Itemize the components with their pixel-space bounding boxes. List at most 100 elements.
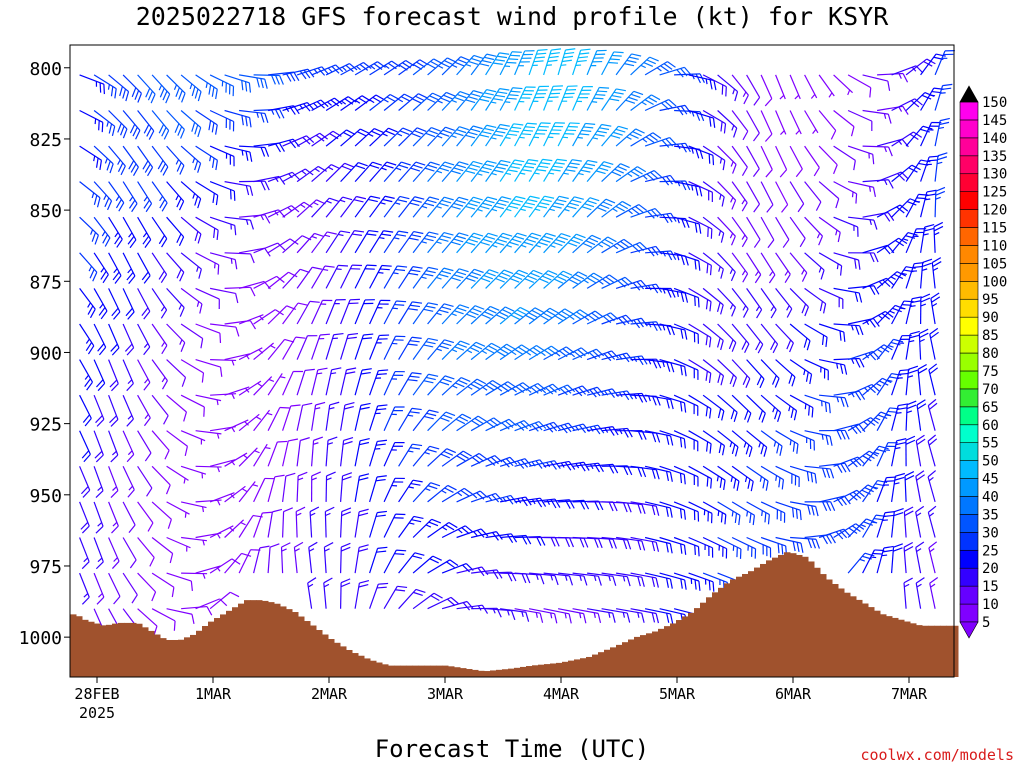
colorbar-segment: [959, 352, 979, 372]
terrain-column: [112, 623, 119, 677]
terrain-column: [778, 554, 785, 677]
wind-barb: [543, 195, 569, 218]
wind-barb: [166, 110, 185, 139]
wind-barb: [674, 145, 704, 160]
terrain-column: [94, 623, 101, 677]
wind-barb: [108, 359, 119, 392]
wind-barb: [224, 216, 254, 230]
wind-barb: [673, 252, 701, 271]
wind-barb: [166, 181, 185, 211]
wind-barb: [804, 323, 828, 347]
wind-barb: [383, 477, 405, 503]
terrain-column: [436, 665, 443, 677]
wind-barb: [847, 145, 875, 165]
wind-barb: [543, 158, 567, 182]
wind-barb: [601, 314, 634, 326]
wind-barb: [296, 199, 326, 218]
wind-barb: [180, 252, 202, 279]
wind-barb: [166, 287, 185, 317]
wind-barb: [688, 501, 713, 524]
y-tick-label: 1000: [19, 628, 62, 649]
wind-barb: [702, 145, 726, 171]
wind-barb: [137, 394, 151, 427]
wind-barb: [253, 175, 286, 185]
wind-barb: [557, 196, 584, 218]
wind-barb: [557, 122, 580, 147]
wind-barb: [325, 436, 338, 467]
wind-barb: [485, 494, 518, 505]
wind-barb: [847, 552, 875, 574]
wind-barb: [775, 216, 790, 248]
wind-barb: [224, 286, 256, 297]
terrain-column: [862, 603, 869, 677]
x-tick-label: 2MAR: [311, 685, 348, 703]
wind-barb: [470, 160, 497, 182]
wind-barb: [369, 299, 391, 325]
wind-barb: [601, 572, 631, 587]
wind-barb: [456, 566, 489, 577]
wind-barb: [587, 536, 617, 549]
colorbar-segment: [959, 227, 979, 246]
colorbar-label: 130: [982, 167, 1007, 183]
wind-barb: [688, 181, 713, 203]
wind-barb: [122, 359, 134, 392]
terrain-column: [838, 588, 845, 677]
wind-barb: [239, 109, 269, 124]
wind-barb: [456, 196, 483, 218]
terrain-column: [550, 663, 557, 677]
terrain-column: [598, 652, 605, 677]
wind-barb: [514, 50, 535, 76]
wind-barb: [209, 287, 239, 304]
wind-barb: [717, 216, 736, 246]
wind-barb: [644, 608, 674, 624]
terrain-column: [130, 622, 137, 677]
terrain-column: [196, 630, 203, 677]
wind-barb: [195, 287, 220, 309]
wind-barb: [847, 181, 877, 198]
wind-barb: [702, 430, 726, 456]
wind-barb: [93, 74, 117, 99]
wind-barb: [137, 181, 153, 213]
wind-barb: [93, 501, 104, 534]
wind-barb: [470, 305, 500, 325]
wind-barb: [927, 505, 937, 538]
wind-barb: [166, 216, 185, 247]
wind-barb: [325, 162, 354, 183]
wind-barb: [616, 501, 646, 515]
wind-barb: [383, 441, 405, 467]
wind-barb: [572, 272, 603, 289]
wind-barb: [915, 434, 926, 467]
colorbar-label: 145: [982, 113, 1007, 129]
wind-barb: [238, 413, 262, 432]
wind-barb: [340, 128, 370, 147]
wind-barb: [789, 430, 815, 451]
wind-barb: [195, 430, 222, 439]
wind-barb: [441, 196, 469, 218]
wind-barb: [499, 496, 532, 507]
credit-link[interactable]: coolwx.com/models: [860, 746, 1014, 764]
wind-barb: [717, 430, 739, 457]
wind-barb: [557, 385, 590, 397]
terrain-column: [664, 626, 671, 677]
wind-barb: [688, 216, 713, 239]
wind-barb: [572, 159, 598, 182]
colorbar-segment: [959, 370, 979, 390]
wind-barb: [151, 74, 171, 104]
wind-barb: [746, 394, 766, 423]
terrain-column: [628, 639, 635, 677]
wind-barb: [586, 49, 607, 76]
wind-barb: [470, 196, 498, 218]
colorbar-label: 105: [982, 256, 1007, 272]
wind-barb: [412, 518, 442, 538]
wind-barb: [325, 332, 344, 360]
wind-barb: [833, 323, 864, 336]
wind-barb: [572, 572, 602, 586]
wind-barb: [630, 572, 659, 588]
wind-barb: [915, 577, 925, 609]
wind-barb: [616, 572, 645, 587]
wind-barb: [383, 59, 415, 76]
wind-barb: [904, 471, 915, 502]
wind-barb: [93, 537, 104, 570]
terrain-column: [922, 625, 929, 677]
wind-barb: [499, 159, 525, 182]
